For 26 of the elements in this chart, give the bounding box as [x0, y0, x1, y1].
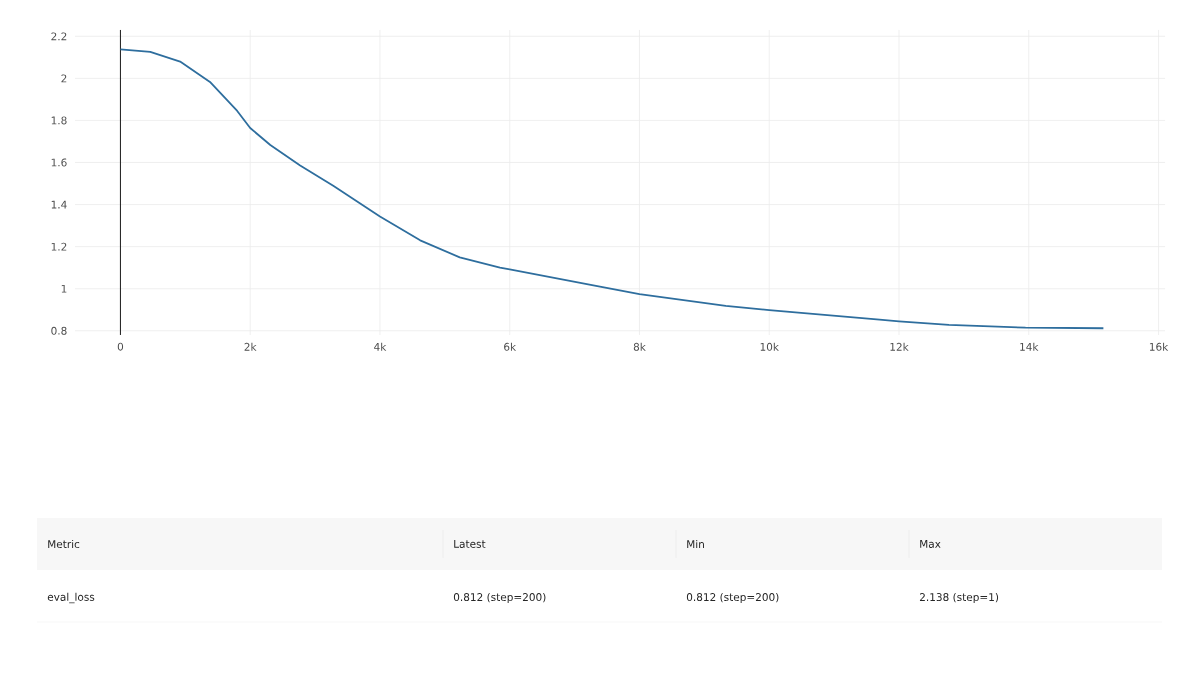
x-tick-label: 12k — [890, 342, 909, 351]
text: eval_loss — [47, 592, 95, 604]
x-tick-label: 6k — [504, 342, 517, 351]
y-tick-label: 2 — [61, 74, 67, 83]
text: Metric — [48, 539, 80, 549]
x-tick-label: 2k — [244, 342, 257, 351]
x-tick-label: 14k — [1020, 342, 1039, 351]
text: 2.138 (step=1) — [919, 592, 999, 604]
text: 0.812 (step=200) — [686, 592, 779, 604]
y-tick-label: 2.2 — [51, 32, 67, 41]
y-tick-label: 1.2 — [51, 242, 67, 251]
text: Latest — [454, 540, 486, 548]
x-tick-label: 10k — [760, 342, 779, 351]
y-tick-label: 1 — [61, 284, 67, 293]
x-tick-label: 4k — [374, 342, 387, 351]
y-tick-label: 1.6 — [51, 158, 67, 167]
x-tick-label: 16k — [1149, 342, 1169, 351]
y-tick-label: 1.8 — [51, 116, 67, 125]
y-tick-label: 0.8 — [51, 326, 67, 335]
x-tick-label: 0 — [117, 342, 124, 351]
text: Max — [920, 540, 941, 548]
text: Min — [687, 539, 704, 548]
line-series — [119, 48, 1105, 330]
x-tick-label: 8k — [633, 342, 646, 351]
y-tick-label: 1.4 — [51, 200, 67, 209]
text: 0.812 (step=200) — [453, 592, 546, 604]
